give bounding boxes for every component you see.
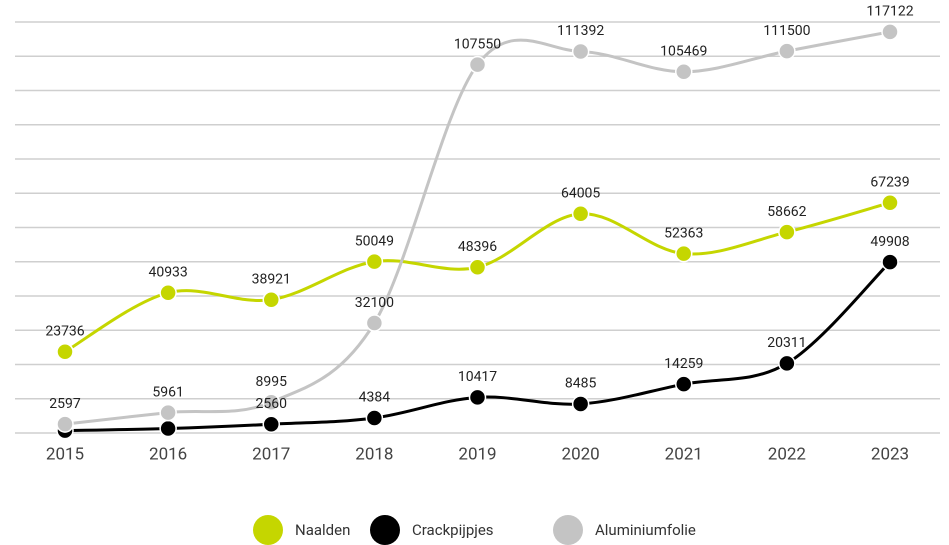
- data-label: 48396: [458, 239, 497, 255]
- point: [262, 290, 280, 309]
- data-label: 67239: [870, 174, 909, 190]
- point: [778, 42, 796, 60]
- legend-label: Aluminiumfolie: [595, 521, 696, 539]
- data-label: 64005: [561, 185, 600, 201]
- point: [56, 342, 74, 361]
- series-line: [64, 30, 891, 426]
- point: [468, 55, 487, 74]
- x-tick-label: 2020: [562, 444, 600, 464]
- data-label: 40933: [148, 265, 187, 281]
- x-tick-label: 2023: [871, 444, 909, 464]
- point: [675, 63, 693, 81]
- data-label: 105469: [660, 43, 707, 59]
- series-line: [64, 201, 891, 354]
- point: [881, 23, 899, 41]
- data-label: 5961: [152, 384, 183, 400]
- data-label: 117122: [866, 4, 913, 20]
- x-tick-label: 2019: [458, 444, 496, 464]
- legend-label: Crackpijpjes: [412, 521, 494, 539]
- x-tick-label: 2015: [46, 444, 84, 464]
- data-label: 20311: [767, 335, 806, 351]
- legend-label: Naalden: [295, 521, 350, 539]
- data-label: 111392: [557, 23, 604, 39]
- data-label: 38921: [252, 271, 291, 287]
- point: [468, 388, 487, 407]
- x-tick-label: 2022: [768, 444, 806, 464]
- data-label: 4384: [359, 390, 391, 406]
- x-tick-label: 2016: [149, 444, 187, 464]
- data-label: 111500: [763, 23, 810, 39]
- data-label: 8485: [565, 376, 597, 392]
- point: [262, 393, 280, 411]
- point: [675, 244, 693, 263]
- x-tick-label: 2018: [355, 444, 393, 464]
- data-label: 2560: [256, 396, 288, 412]
- data-labels: 23736 40933 38921 50049 48396 64005 52363 58662…: [45, 4, 913, 412]
- data-label: 14259: [664, 356, 703, 372]
- x-tick-label: 2021: [665, 444, 703, 464]
- data-label: 2597: [49, 396, 81, 412]
- point: [159, 403, 177, 422]
- data-label: 32100: [355, 295, 394, 311]
- legend-marker: [553, 515, 583, 545]
- point: [778, 354, 796, 373]
- data-label: 10417: [458, 369, 497, 385]
- data-label: 107550: [454, 36, 501, 52]
- point: [262, 415, 280, 433]
- data-label: 23736: [45, 323, 84, 339]
- point: [778, 223, 796, 241]
- markers: [56, 23, 899, 440]
- point: [56, 415, 74, 433]
- data-label: 49908: [870, 234, 909, 250]
- point: [159, 419, 177, 438]
- point: [571, 395, 590, 413]
- point: [571, 42, 590, 61]
- data-label: 50049: [355, 233, 394, 249]
- point: [468, 258, 487, 276]
- point: [675, 375, 693, 393]
- data-label: 58662: [767, 204, 806, 220]
- data-label: 52363: [664, 225, 703, 241]
- point: [365, 409, 384, 427]
- point: [365, 252, 384, 271]
- point: [571, 205, 590, 223]
- legend-marker: [370, 515, 400, 545]
- point: [159, 284, 177, 302]
- point: [881, 193, 899, 212]
- x-tick-label: 2017: [252, 444, 290, 464]
- legend-marker: [253, 515, 283, 545]
- point: [365, 314, 384, 332]
- data-label: 8995: [256, 374, 288, 390]
- point: [881, 253, 899, 271]
